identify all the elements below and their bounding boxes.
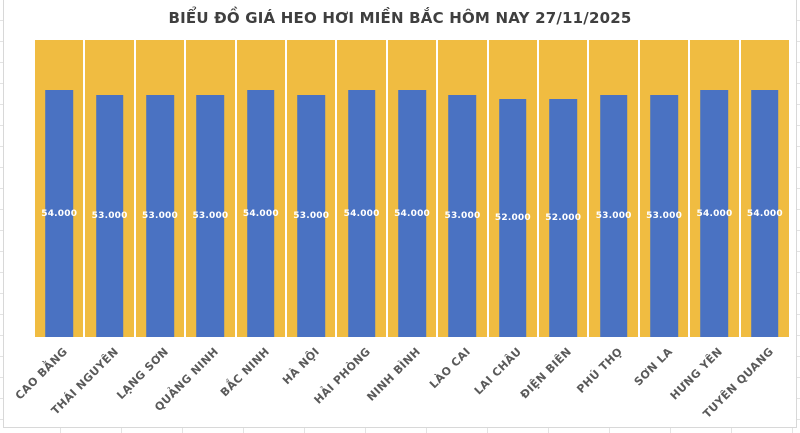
category-slot: 52.000 <box>488 40 538 337</box>
value-label: 53.000 <box>192 210 229 221</box>
category-slot: 53.000 <box>639 40 689 337</box>
value-bar: 54.000 <box>243 90 279 337</box>
background-bar: 53.000 <box>186 40 235 337</box>
category-slot: 54.000 <box>336 40 386 337</box>
background-bar: 54.000 <box>387 40 437 337</box>
category-slot: 53.000 <box>84 40 134 337</box>
value-label: 54.000 <box>696 208 733 219</box>
background-bar: 54.000 <box>740 40 790 337</box>
category-slot: 54.000 <box>236 40 286 337</box>
value-bar: 54.000 <box>344 90 379 337</box>
value-label: 52.000 <box>494 213 531 224</box>
category-slot: 54.000 <box>387 40 437 337</box>
category-slot: 53.000 <box>135 40 185 337</box>
background-bar: 53.000 <box>589 40 638 337</box>
value-bar: 53.000 <box>192 94 228 337</box>
value-bar: 53.000 <box>596 94 631 337</box>
background-bar: 53.000 <box>438 40 487 337</box>
value-label: 54.000 <box>41 208 78 219</box>
value-bar: 54.000 <box>697 90 732 337</box>
value-bar: 53.000 <box>293 94 329 337</box>
background-bar: 52.000 <box>488 40 538 337</box>
value-bar: 52.000 <box>545 99 581 337</box>
value-label: 54.000 <box>242 208 279 219</box>
category-slot: 53.000 <box>286 40 336 337</box>
value-bar: 53.000 <box>92 94 127 337</box>
value-label: 53.000 <box>444 210 481 221</box>
value-label: 54.000 <box>343 208 380 219</box>
category-slot: 54.000 <box>689 40 739 337</box>
category-slot: 54.000 <box>740 40 790 337</box>
background-bar: 52.000 <box>539 40 588 337</box>
chart-object[interactable]: BIỂU ĐỒ GIÁ HEO HƠI MIỀN BẮC HÔM NAY 27/… <box>3 0 797 428</box>
x-axis-label: CAO BẰNG <box>13 345 71 403</box>
background-bar: 53.000 <box>287 40 336 337</box>
value-bar: 53.000 <box>142 94 178 337</box>
value-bar: 54.000 <box>394 90 430 337</box>
background-bar: 54.000 <box>690 40 739 337</box>
value-label: 53.000 <box>142 210 178 221</box>
chart-title: BIỂU ĐỒ GIÁ HEO HƠI MIỀN BẮC HÔM NAY 27/… <box>168 9 632 27</box>
background-bar: 54.000 <box>236 40 286 337</box>
background-bar: 53.000 <box>135 40 185 337</box>
category-slot: 53.000 <box>437 40 487 337</box>
value-label: 53.000 <box>646 210 683 221</box>
value-label: 52.000 <box>545 213 582 224</box>
background-bar: 53.000 <box>639 40 689 337</box>
value-label: 53.000 <box>293 210 330 221</box>
x-axis-labels: CAO BẰNG THÁI NGUYÊN LẠNG SƠN QUẢNG NINH BẮC… <box>13 337 790 427</box>
value-bar: 52.000 <box>495 99 531 337</box>
value-bar: 54.000 <box>41 90 77 337</box>
plot-area: 54.000 53.000 53.000 53.000 54.000 53.000 54.0… <box>34 40 790 337</box>
background-bar: 54.000 <box>35 40 84 337</box>
value-label: 54.000 <box>746 208 783 219</box>
value-bar: 53.000 <box>444 94 480 337</box>
value-label: 54.000 <box>394 208 431 219</box>
background-bar: 54.000 <box>337 40 386 337</box>
category-slot: 52.000 <box>538 40 588 337</box>
value-bar: 53.000 <box>646 94 682 337</box>
category-slot: 53.000 <box>185 40 235 337</box>
value-label: 53.000 <box>91 210 128 221</box>
category-slot: 53.000 <box>588 40 638 337</box>
value-label: 53.000 <box>595 210 632 221</box>
value-bar: 54.000 <box>747 90 783 337</box>
category-slot: 54.000 <box>34 40 84 337</box>
background-bar: 53.000 <box>85 40 134 337</box>
